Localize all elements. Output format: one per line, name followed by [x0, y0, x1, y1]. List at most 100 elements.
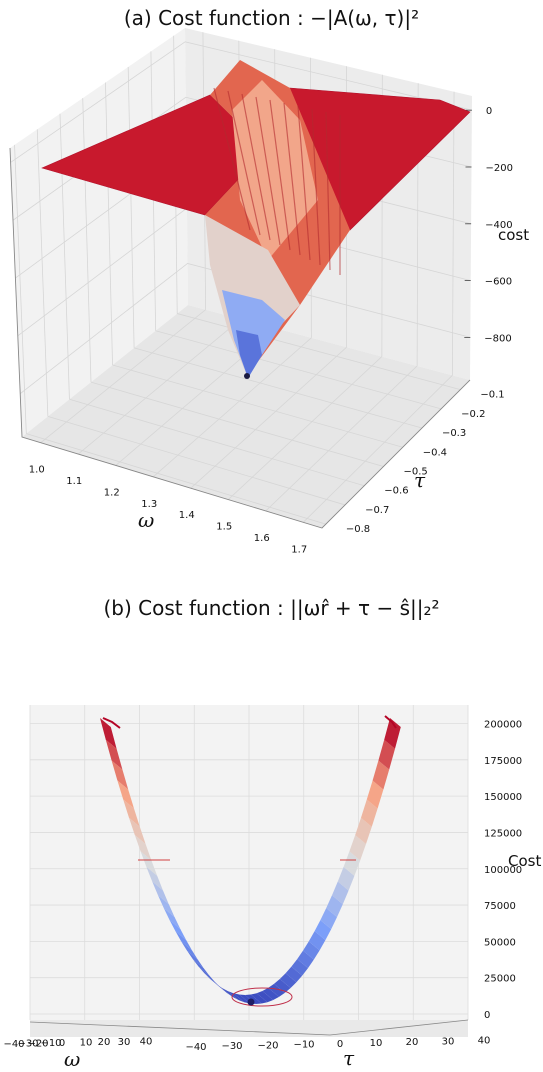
y-wall-gridline — [14, 144, 27, 434]
chart-title-a: (a) Cost function : −|A(ω, τ)|² — [123, 6, 420, 30]
x-tick-label: 1.7 — [291, 544, 307, 555]
surface-band — [233, 993, 250, 1004]
x-tick-label: 1.1 — [66, 476, 82, 487]
y-wall-gridline — [127, 66, 135, 348]
floor-pane — [30, 1020, 468, 1037]
surface-band — [140, 851, 158, 876]
axis-edge — [9, 147, 471, 529]
surface-band — [303, 941, 320, 960]
y-tick-label: 30 — [442, 1036, 455, 1047]
x-tick-label: −20 — [27, 1038, 48, 1049]
surface-band — [326, 895, 343, 918]
surface-band — [355, 817, 372, 845]
surface-band — [187, 950, 204, 969]
y-gridline — [26, 433, 326, 525]
x-tick-label: 10 — [80, 1038, 93, 1049]
y-tick-label: 20 — [406, 1037, 419, 1048]
y-tick-label: −0.7 — [365, 505, 389, 516]
y-gridline — [155, 330, 442, 410]
surface-band — [262, 987, 279, 1001]
surface-band — [123, 799, 140, 827]
x-tick-label: 1.6 — [254, 533, 270, 544]
surface-band — [146, 866, 163, 891]
surface-band — [268, 983, 285, 997]
surface-ridge-highlight — [232, 80, 318, 260]
surface-ridge-stripe — [297, 105, 311, 261]
surface-band — [378, 739, 395, 770]
surface-band — [250, 993, 268, 1004]
surface-band — [343, 851, 361, 876]
y-gridline — [90, 381, 384, 467]
y-axis-label: τ — [343, 1046, 355, 1070]
x-gridline — [152, 337, 312, 478]
z-tick-label: 0 — [484, 1010, 490, 1021]
z-gridline — [19, 263, 471, 394]
y-axis-label: τ — [414, 468, 426, 492]
surface-ridge-stripe — [283, 102, 301, 256]
minimum-marker — [247, 998, 255, 1006]
y-tick-label: 10 — [370, 1038, 383, 1049]
surface-band — [245, 994, 262, 1004]
surface-band — [227, 991, 245, 1003]
surface-band — [158, 895, 175, 918]
y-tick-label: −0.5 — [404, 466, 428, 477]
z-tick-label: −800 — [484, 333, 511, 344]
y-tick-label: −20 — [257, 1040, 278, 1051]
surface-band — [320, 908, 337, 930]
y-wall-gridline — [82, 98, 92, 383]
y-tick-label: 0 — [337, 1039, 343, 1050]
x-tick-label: −10 — [40, 1038, 61, 1049]
floor-edge — [29, 1019, 469, 1036]
minimum-marker — [244, 373, 250, 379]
panel-a: (a) Cost function : −|A(ω, τ)|² 1.0 1.1 1.… — [9, 6, 529, 555]
floor-pane — [22, 305, 470, 528]
y-tick-label: −0.1 — [480, 390, 504, 401]
surface-ridge-stripe — [241, 93, 271, 241]
y-tick-label: −40 — [185, 1042, 206, 1053]
x-axis-label: ω — [138, 508, 154, 532]
y-tick-label: −0.4 — [423, 447, 447, 458]
z-gridline — [10, 41, 472, 163]
surface-band — [291, 959, 308, 976]
surface-band — [117, 780, 134, 809]
surface-band — [308, 931, 326, 951]
surface-ridge-stripe — [269, 99, 291, 251]
surface-band — [297, 950, 314, 969]
z-tick-label: 175000 — [484, 756, 522, 767]
y-gridline — [69, 398, 365, 487]
surface-band — [314, 920, 332, 941]
surface-ridge-stripe — [213, 87, 251, 231]
z-tick-label: −600 — [485, 277, 512, 288]
z-axis-label: cost — [498, 226, 529, 244]
surface-band — [279, 973, 297, 989]
surface-band — [100, 718, 117, 749]
surface-band — [285, 966, 303, 983]
z-tick-label: 50000 — [484, 937, 516, 948]
y-tick-label: −10 — [293, 1040, 314, 1051]
surface-tip-left — [102, 717, 121, 729]
x-tick-label: −30 — [17, 1039, 38, 1050]
x-gridline — [77, 318, 242, 455]
y-tick-label: −0.2 — [461, 409, 485, 420]
x-tick-label: 30 — [118, 1037, 131, 1048]
y-tick-label: −0.3 — [442, 428, 466, 439]
y-tick-label: −0.6 — [384, 486, 408, 497]
x-tick-label: 0 — [59, 1038, 65, 1049]
surface-band — [274, 979, 291, 993]
x-wall-gridline — [451, 91, 455, 376]
surface-band — [204, 973, 221, 989]
x-gridline — [265, 365, 418, 512]
y-tick-label: −30 — [221, 1041, 242, 1052]
y-gridline — [112, 364, 403, 448]
surface-ridge-stripe — [255, 96, 281, 246]
z-tick-label: 100000 — [484, 865, 522, 876]
x-gridline — [190, 346, 347, 489]
y-gridline — [177, 313, 461, 390]
y-tick-label: 40 — [478, 1036, 491, 1047]
surface-band — [349, 835, 366, 861]
minimum-contour — [231, 987, 293, 1007]
surface-band — [216, 983, 233, 997]
x-gridline — [40, 309, 206, 443]
x-tick-label: 40 — [140, 1037, 153, 1048]
surface-band — [169, 920, 187, 941]
